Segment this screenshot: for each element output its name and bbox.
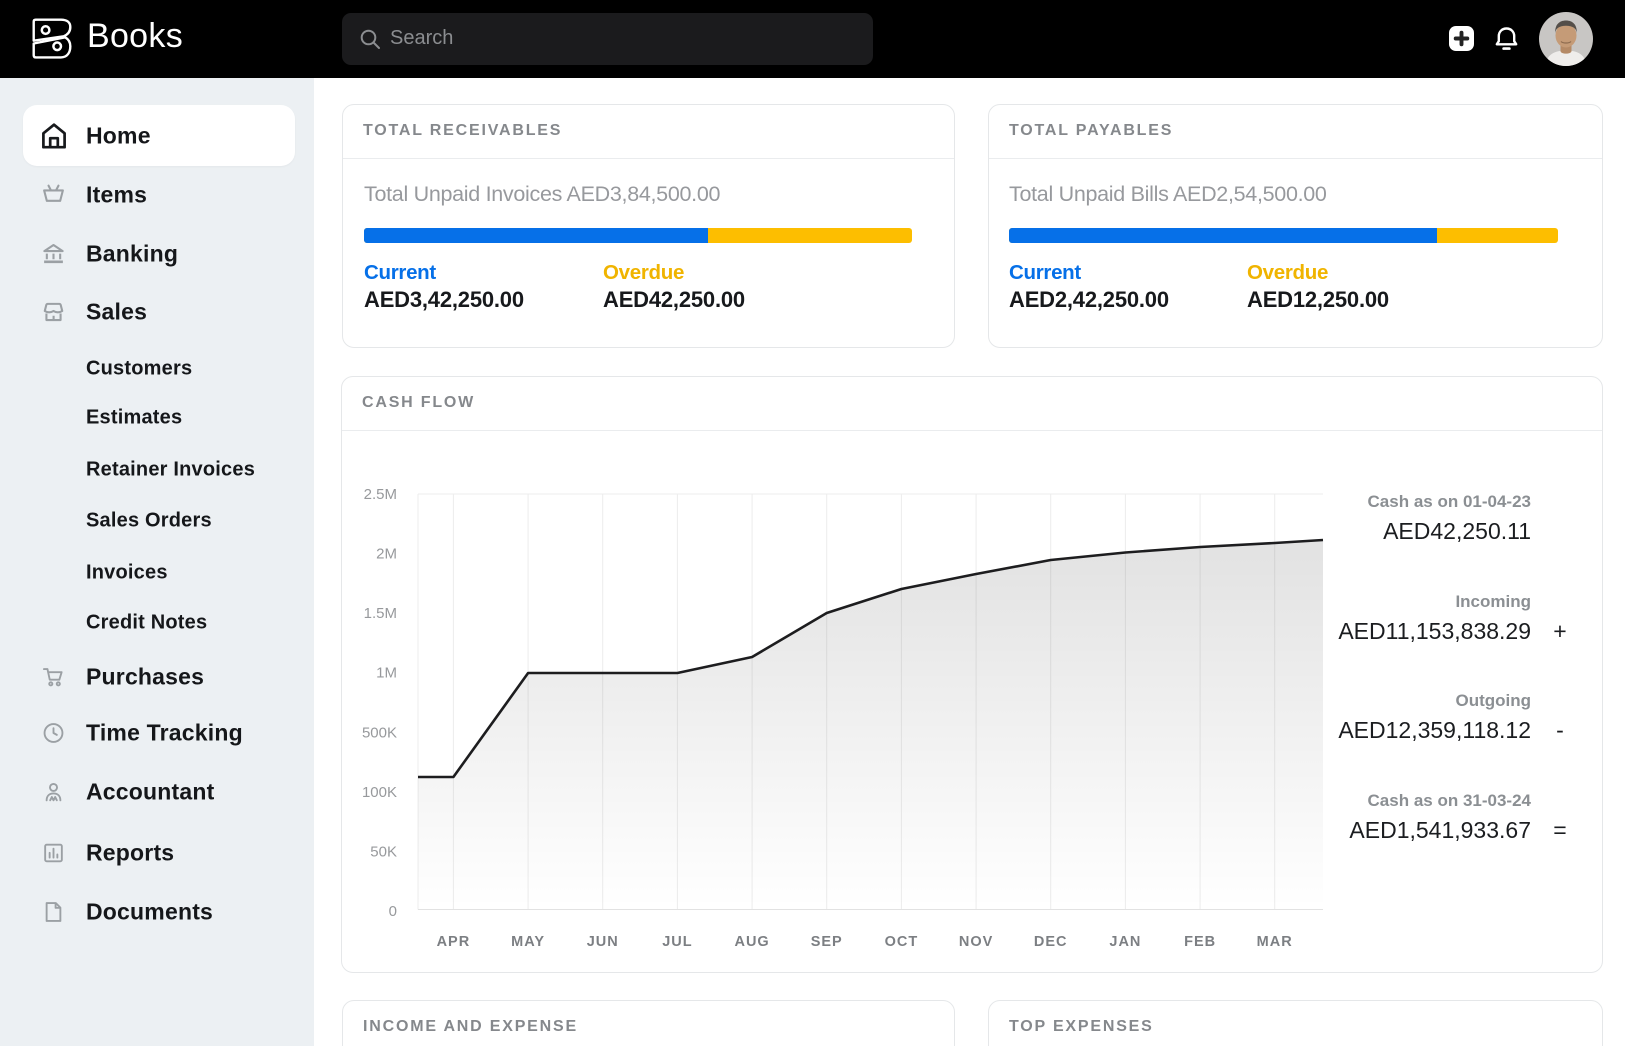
svg-text:MAY: MAY [511, 934, 545, 950]
svg-text:FEB: FEB [1184, 934, 1216, 950]
svg-text:500K: 500K [362, 724, 397, 741]
svg-text:SEP: SEP [811, 934, 843, 950]
svg-text:2.5M: 2.5M [364, 486, 397, 503]
svg-text:APR: APR [437, 934, 471, 950]
svg-text:DEC: DEC [1034, 934, 1068, 950]
svg-text:NOV: NOV [959, 934, 993, 950]
svg-text:50K: 50K [370, 843, 397, 860]
svg-text:1M: 1M [376, 665, 397, 682]
svg-text:JUL: JUL [662, 934, 692, 950]
svg-text:2M: 2M [376, 546, 397, 563]
svg-text:JUN: JUN [587, 934, 619, 950]
svg-text:AUG: AUG [734, 934, 769, 950]
svg-text:JAN: JAN [1109, 934, 1141, 950]
svg-text:OCT: OCT [885, 934, 919, 950]
svg-text:0: 0 [389, 903, 397, 920]
svg-text:1.5M: 1.5M [364, 605, 397, 622]
svg-text:MAR: MAR [1257, 934, 1293, 950]
svg-text:100K: 100K [362, 784, 397, 801]
